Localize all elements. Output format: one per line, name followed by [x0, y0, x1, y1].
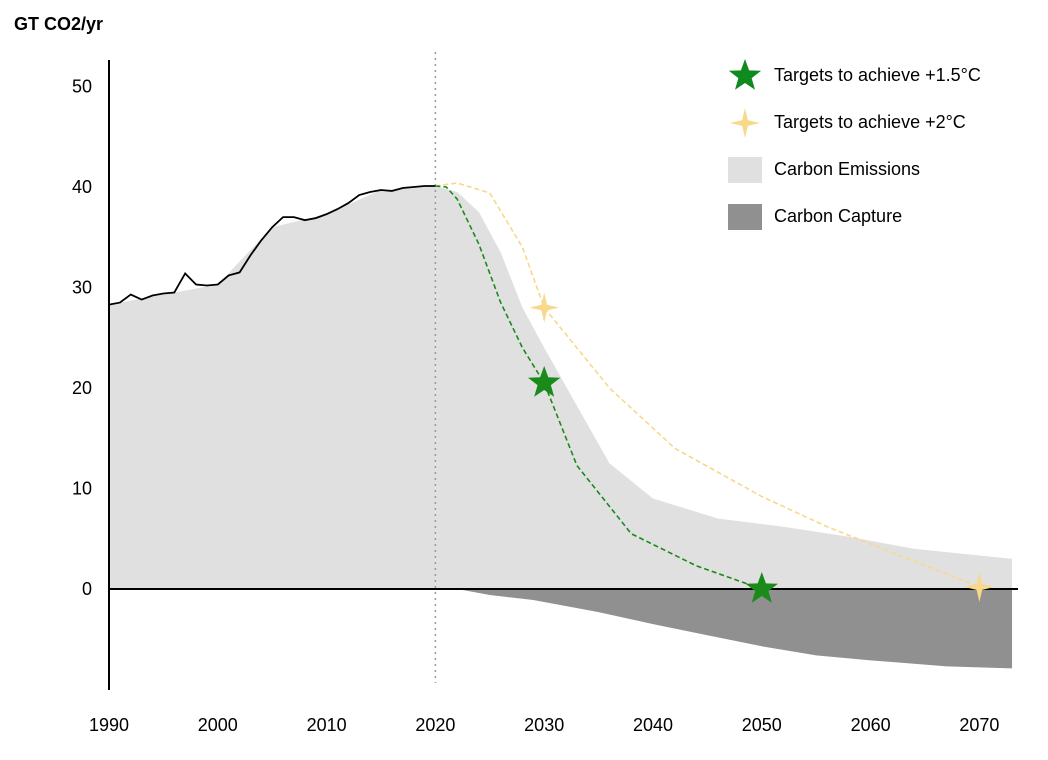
x-tick-label-2000: 2000	[198, 715, 238, 735]
x-tick-label-2030: 2030	[524, 715, 564, 735]
capture-swatch	[728, 203, 762, 230]
x-tick-label-2070: 2070	[959, 715, 999, 735]
legend-item-emissions: Carbon Emissions	[728, 146, 981, 193]
y-tick-label-40: 40	[72, 177, 92, 197]
carbon-emissions-area	[109, 185, 1013, 589]
green-star-icon	[728, 58, 762, 90]
green-star-marker-2030	[528, 365, 561, 397]
x-tick-label-2050: 2050	[742, 715, 782, 735]
yellow-star-marker-2070	[964, 571, 995, 602]
legend-swatch-15	[728, 58, 762, 93]
legend-swatch-emissions	[728, 153, 762, 187]
y-axis-unit-label: GT CO2/yr	[14, 14, 104, 34]
legend-label-target-15: Targets to achieve +1.5°C	[774, 65, 981, 85]
x-tick-label-1990: 1990	[89, 715, 129, 735]
carbon-capture-area	[457, 589, 1013, 669]
legend-item-target-2: Targets to achieve +2°C	[728, 99, 981, 146]
y-tick-label-50: 50	[72, 77, 92, 97]
chart-legend: Targets to achieve +1.5°C Targets to ach…	[728, 52, 981, 240]
legend-label-emissions: Carbon Emissions	[774, 159, 921, 179]
legend-label-capture: Carbon Capture	[774, 206, 903, 226]
legend-swatch-2	[728, 106, 762, 140]
emissions-swatch	[728, 156, 762, 183]
y-tick-label-10: 10	[72, 479, 92, 499]
y-tick-label-30: 30	[72, 278, 92, 298]
target-2c-line	[435, 182, 980, 588]
legend-swatch-capture	[728, 200, 762, 234]
legend-label-target-2: Targets to achieve +2°C	[774, 112, 966, 132]
yellow-star-marker-2030	[529, 292, 560, 323]
green-star-marker-2050	[745, 572, 778, 603]
x-tick-label-2010: 2010	[307, 715, 347, 735]
legend-item-capture: Carbon Capture	[728, 193, 981, 240]
x-tick-label-2040: 2040	[633, 715, 673, 735]
x-tick-label-2060: 2060	[851, 715, 891, 735]
historical-emissions-line	[108, 185, 436, 306]
legend-item-target-15: Targets to achieve +1.5°C	[728, 52, 981, 99]
yellow-sparkle-star-icon	[730, 107, 760, 138]
y-tick-label-0: 0	[82, 579, 92, 599]
x-tick-label-2020: 2020	[415, 715, 455, 735]
y-tick-label-20: 20	[72, 378, 92, 398]
